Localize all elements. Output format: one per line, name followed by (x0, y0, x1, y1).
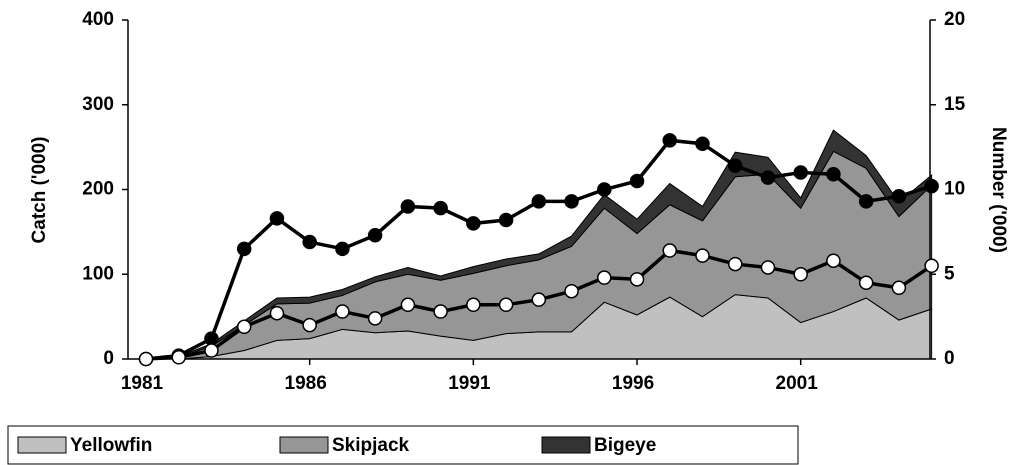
y2-tick-label: 5 (944, 263, 955, 284)
marker (466, 216, 481, 231)
y-axis-title: Catch ('000) (29, 137, 50, 244)
y2-axis-title: Number ('000) (988, 127, 1009, 253)
legend-swatch (541, 436, 591, 454)
marker (597, 182, 612, 197)
marker (727, 256, 743, 272)
marker (858, 275, 874, 290)
x-tick-label: 1986 (285, 373, 327, 394)
y-tick-label: 200 (82, 179, 114, 200)
marker (891, 280, 907, 296)
marker (924, 178, 939, 194)
marker (302, 317, 317, 333)
marker (498, 297, 514, 313)
y2-tick-label: 20 (944, 9, 965, 30)
marker (531, 292, 547, 307)
x-tick-label: 1981 (121, 373, 164, 394)
marker (367, 228, 383, 243)
marker (891, 189, 907, 204)
y-tick-label: 400 (82, 9, 114, 30)
marker (564, 283, 579, 299)
y2-tick-label: 0 (944, 348, 955, 369)
marker (171, 350, 186, 365)
marker (335, 304, 350, 319)
marker (433, 200, 448, 216)
marker (793, 165, 808, 180)
marker (433, 304, 448, 319)
y-tick-label: 0 (103, 348, 114, 369)
marker (793, 267, 808, 282)
marker (826, 166, 841, 182)
legend-label: Bigeye (594, 435, 656, 456)
marker (695, 136, 710, 151)
y2-tick-label: 15 (944, 94, 966, 115)
legend-label: Skipjack (332, 435, 410, 456)
y-tick-label: 300 (82, 94, 114, 115)
marker (924, 258, 939, 274)
marker (269, 305, 285, 321)
marker (629, 173, 645, 189)
marker (367, 311, 383, 326)
y2-tick-label: 10 (944, 179, 965, 200)
x-tick-label: 2001 (776, 373, 819, 394)
marker (400, 199, 416, 214)
x-tick-label: 1991 (448, 373, 491, 394)
marker (204, 331, 219, 346)
marker (629, 272, 645, 287)
marker (236, 319, 252, 335)
marker (662, 133, 678, 148)
legend-box (7, 425, 799, 465)
marker (760, 170, 776, 185)
marker (826, 253, 841, 268)
marker (597, 270, 612, 285)
marker (335, 241, 350, 257)
marker (138, 351, 154, 367)
marker (760, 260, 776, 275)
legend-swatch (17, 436, 67, 454)
marker (564, 194, 579, 209)
marker (662, 243, 678, 258)
x-tick-label: 1996 (612, 373, 654, 394)
marker (269, 211, 285, 226)
marker (302, 234, 317, 250)
marker (498, 212, 514, 228)
marker (236, 241, 252, 257)
marker (466, 297, 481, 313)
marker (400, 297, 416, 313)
marker (727, 158, 743, 174)
legend-swatch (279, 436, 329, 454)
marker (858, 194, 874, 209)
legend-label: Yellowfin (70, 435, 152, 456)
marker (204, 343, 219, 358)
marker (695, 248, 710, 263)
marker (531, 194, 547, 209)
y-tick-label: 100 (82, 263, 114, 284)
